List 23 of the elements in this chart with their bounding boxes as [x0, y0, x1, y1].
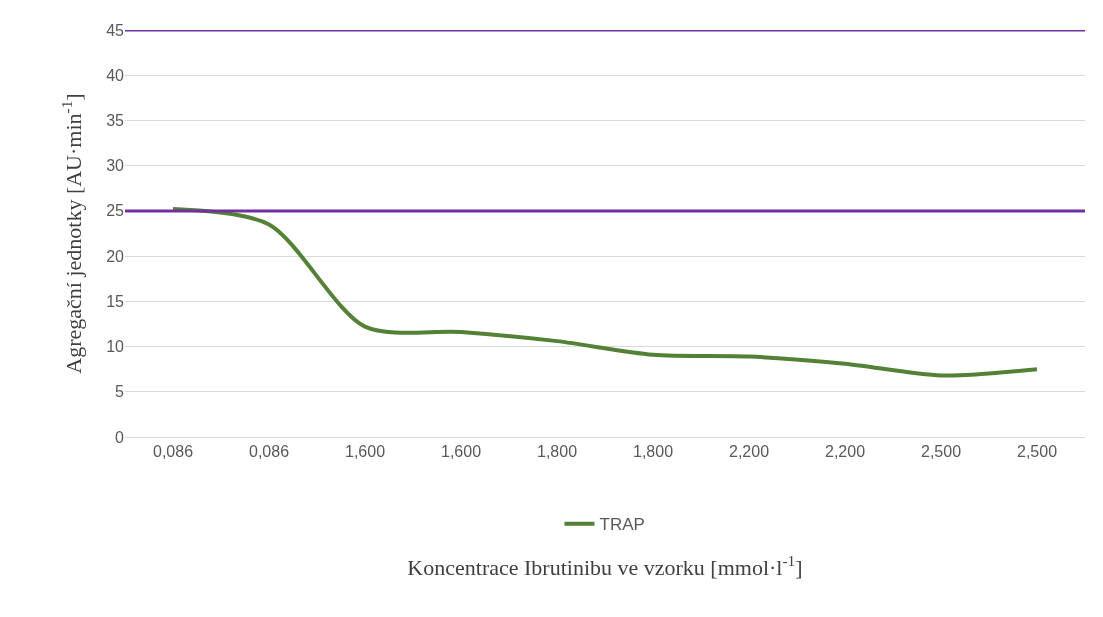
y-tick-label: 40: [106, 66, 125, 84]
x-tick-label: 1,600: [344, 443, 386, 461]
x-tick-label: 1,800: [536, 443, 578, 461]
x-tick-label: 1,800: [632, 443, 674, 461]
x-axis-title: Koncentrace Ibrutinibu ve vzorku [mmol·l$^{-1}$]: [407, 551, 803, 581]
y-tick-label: 30: [106, 157, 125, 175]
x-tick-label: 2,500: [1016, 443, 1058, 461]
legend-label: TRAP: [599, 515, 645, 535]
y-tick-label: 15: [106, 292, 125, 310]
x-tick-label: 1,600: [440, 443, 482, 461]
x-tick-label: 2,200: [728, 443, 770, 461]
x-tick-label: 2,500: [920, 443, 962, 461]
y-tick-label: 35: [106, 112, 125, 130]
x-tick-label: 0,086: [152, 443, 194, 461]
x-tick-label: 2,200: [824, 443, 866, 461]
y-tick-label: 0: [115, 428, 125, 446]
y-tick-label: 45: [106, 21, 125, 39]
y-tick-label: 5: [115, 383, 125, 401]
x-tick-label: 0,086: [248, 443, 290, 461]
line-series: [171, 207, 1039, 378]
y-tick-label: 25: [106, 202, 125, 220]
y-tick-label: 20: [106, 247, 125, 265]
y-tick-label: 10: [106, 338, 125, 356]
